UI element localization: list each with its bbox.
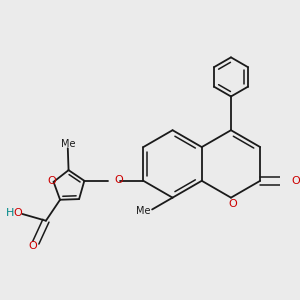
Text: O: O	[114, 175, 123, 185]
Text: Me: Me	[61, 139, 75, 149]
Text: O: O	[13, 208, 22, 218]
Text: O: O	[292, 176, 300, 186]
Text: H: H	[6, 208, 15, 218]
Text: O: O	[228, 199, 237, 209]
Text: O: O	[28, 241, 37, 251]
Text: Me: Me	[136, 206, 151, 216]
Text: O: O	[47, 176, 56, 186]
